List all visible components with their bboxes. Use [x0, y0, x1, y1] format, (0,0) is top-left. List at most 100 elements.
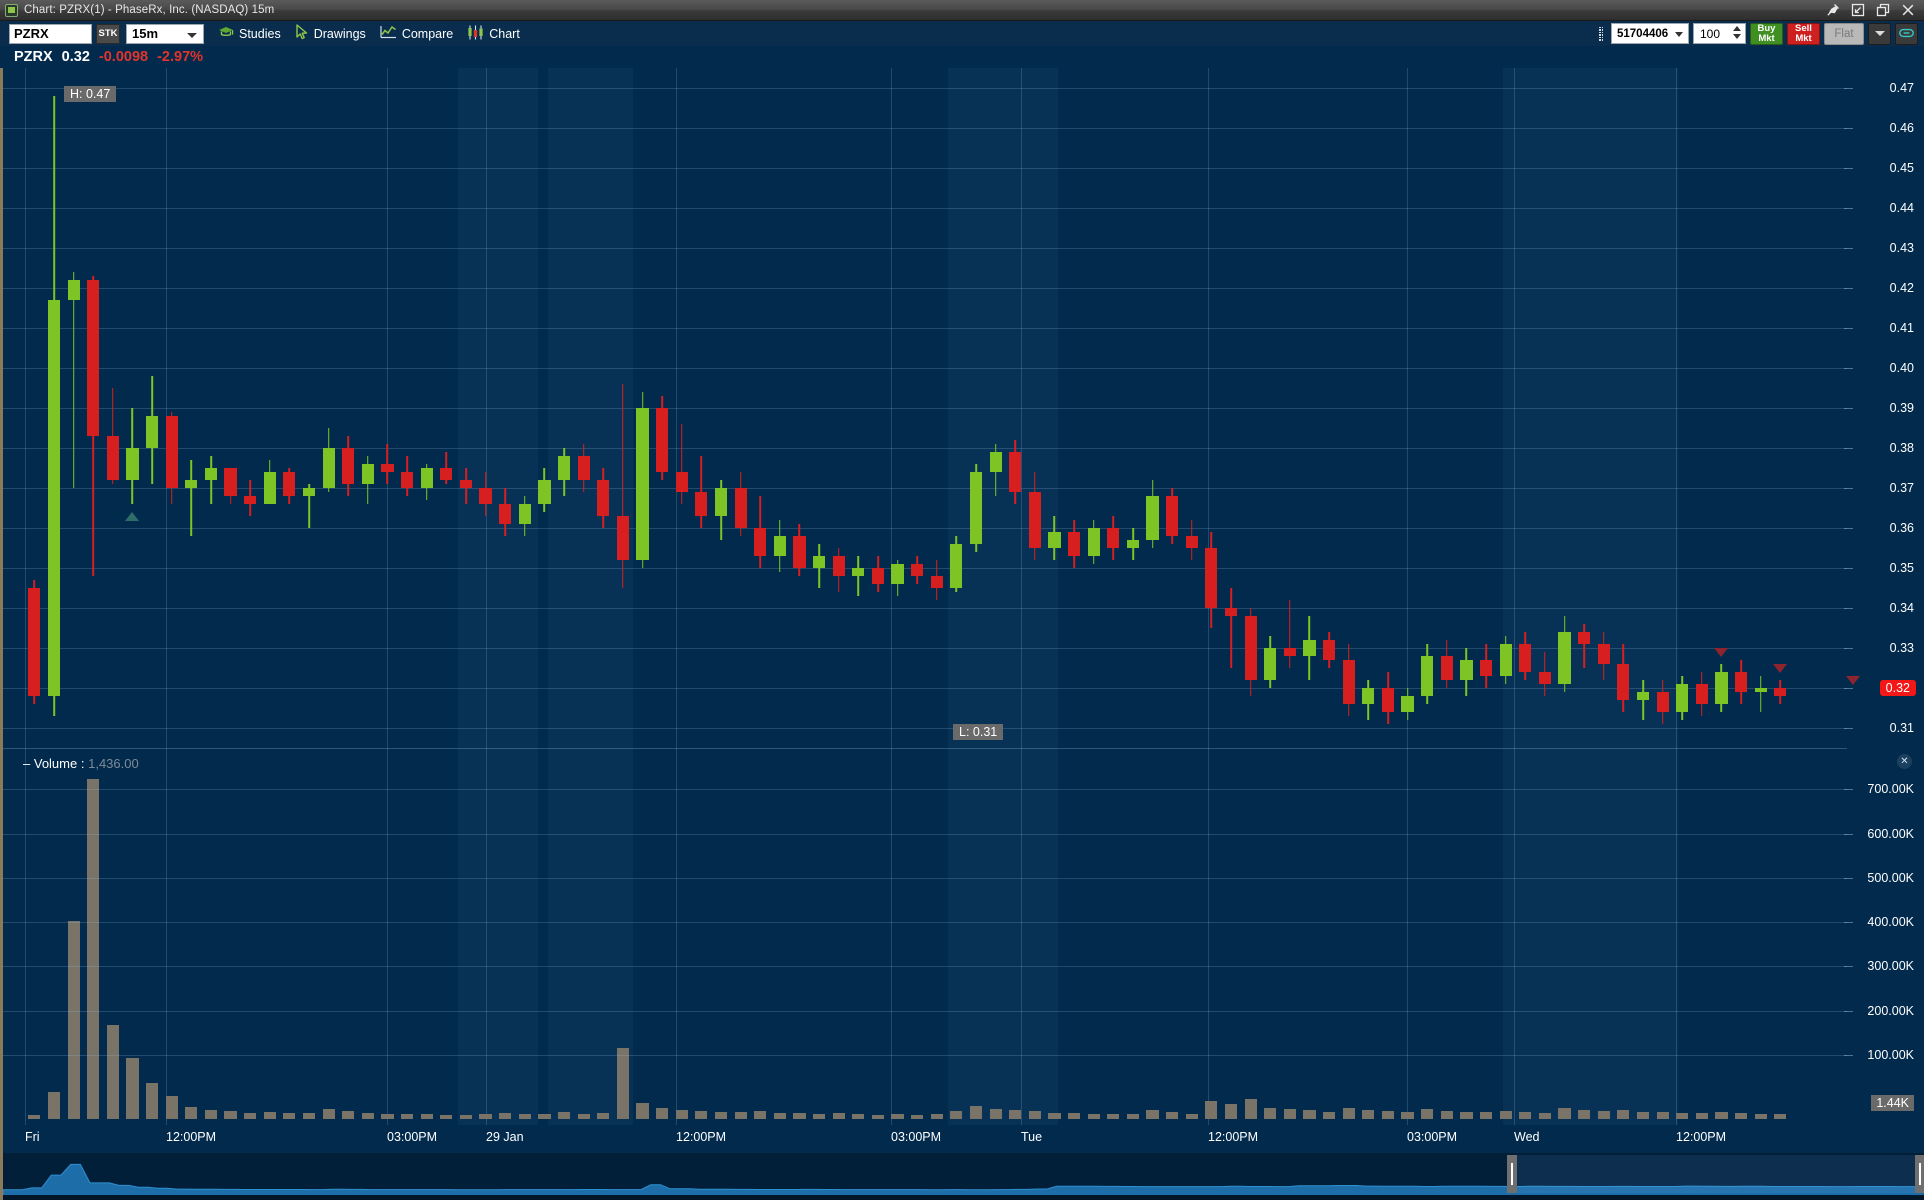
- navigator-selection-window[interactable]: [1507, 1155, 1924, 1193]
- spinner-up-icon[interactable]: [1733, 26, 1741, 31]
- volume-bar: [459, 1114, 473, 1119]
- candlestick: [1460, 68, 1473, 748]
- candlestick: [1597, 68, 1610, 748]
- candle-body: [401, 472, 414, 488]
- volume-bar: [244, 1112, 257, 1119]
- candle-wick: [680, 424, 683, 504]
- candle-body: [1303, 640, 1316, 656]
- gridline: [3, 448, 1847, 449]
- candlestick: [126, 68, 139, 748]
- gridline: [3, 368, 1847, 369]
- close-icon[interactable]: [1901, 3, 1915, 17]
- candle-body: [1421, 656, 1434, 696]
- drawings-button[interactable]: Drawings: [295, 24, 366, 43]
- studies-button[interactable]: Studies: [218, 25, 281, 42]
- volume-bar: [1185, 1113, 1198, 1119]
- candle-body: [106, 436, 119, 480]
- security-type-badge[interactable]: STK: [96, 23, 120, 44]
- quantity-stepper[interactable]: 100: [1693, 23, 1746, 44]
- navigator-left-handle[interactable]: [1507, 1155, 1517, 1193]
- candlestick: [1578, 68, 1591, 748]
- restore-icon[interactable]: [1876, 3, 1890, 17]
- volume-axis-label: 100.00K: [1867, 1047, 1914, 1062]
- gridline: [891, 748, 892, 1125]
- candle-body: [1323, 640, 1336, 660]
- axis-tick: [1844, 488, 1853, 489]
- popout-icon[interactable]: [1851, 3, 1865, 17]
- window-link-button[interactable]: [1895, 22, 1918, 45]
- price-axis[interactable]: 0.47 0.46 0.45 0.44 0.43 0.42 0.41 0.40 0.39 0.38…: [1844, 68, 1924, 1125]
- gridline: [676, 748, 677, 1125]
- symbol-input[interactable]: [9, 23, 92, 44]
- pin-icon[interactable]: [1826, 3, 1840, 17]
- price-pane[interactable]: H: 0.47 L: 0.31: [3, 68, 1847, 748]
- candle-body: [911, 564, 924, 576]
- volume-bar: [146, 1082, 159, 1119]
- chart-type-button[interactable]: Chart: [467, 25, 520, 43]
- spinner-down-icon[interactable]: [1733, 34, 1741, 39]
- chart-canvas[interactable]: H: 0.47 L: 0.31 0.47 0.46 0.45 0.44 0.43 0.42 0…: [0, 68, 1924, 1125]
- candlestick: [361, 68, 374, 748]
- candlestick: [1107, 68, 1120, 748]
- gridline: [1407, 748, 1408, 1125]
- quote-change-percent: -2.97%: [157, 49, 204, 65]
- chart-plot[interactable]: H: 0.47 L: 0.31 0.47 0.46 0.45 0.44 0.43 0.42 0…: [3, 68, 1924, 1125]
- axis-tick: [1844, 833, 1853, 835]
- volume-bar: [1068, 1113, 1081, 1119]
- volume-bar: [1048, 1112, 1061, 1119]
- chart-type-label: Chart: [489, 27, 520, 41]
- axis-tick: [1844, 88, 1853, 89]
- candlestick: [969, 68, 983, 748]
- volume-bar: [1381, 1111, 1395, 1119]
- volume-axis-label: 300.00K: [1867, 959, 1914, 974]
- time-axis[interactable]: Fri 12:00PM 03:00PM 29 Jan 12:00PM 03:00PM Tue…: [0, 1125, 1924, 1153]
- volume-bar: [401, 1114, 414, 1119]
- quantity-spinner[interactable]: [1727, 26, 1741, 39]
- volume-bar: [656, 1108, 669, 1119]
- gridline: [1514, 68, 1515, 748]
- buy-market-button[interactable]: Buy Mkt: [1750, 22, 1783, 45]
- axis-tick: [1844, 966, 1853, 968]
- volume-bar: [1087, 1113, 1100, 1119]
- toolbar-drag-grip[interactable]: [1599, 24, 1603, 43]
- volume-bar: [283, 1112, 296, 1119]
- volume-close-icon[interactable]: ✕: [1897, 754, 1912, 769]
- session-band: [1598, 748, 1678, 1125]
- candle-body: [1264, 648, 1277, 680]
- account-select[interactable]: 51704406: [1611, 23, 1689, 44]
- time-axis-label: Tue: [1021, 1130, 1043, 1144]
- gridline: [3, 922, 1847, 924]
- chart-navigator[interactable]: [0, 1153, 1924, 1200]
- session-band: [1503, 748, 1598, 1125]
- candlestick: [754, 68, 767, 748]
- candle-wick: [190, 460, 193, 536]
- volume-value: 1,436.00: [88, 756, 139, 771]
- quote-symbol: PZRX: [14, 49, 53, 65]
- sell-market-button[interactable]: Sell Mkt: [1787, 22, 1820, 45]
- gridline: [3, 168, 1847, 169]
- volume-bar: [812, 1113, 826, 1119]
- chevron-down-icon: [187, 32, 197, 38]
- volume-bar: [950, 1111, 963, 1119]
- gridline: [3, 966, 1847, 968]
- compare-button[interactable]: Compare: [380, 25, 453, 42]
- candlestick: [714, 68, 728, 748]
- gridline: [486, 68, 487, 748]
- candle-body: [1009, 452, 1022, 492]
- candle-body: [1244, 616, 1257, 680]
- navigator-right-handle[interactable]: [1915, 1155, 1924, 1193]
- candlestick: [518, 68, 531, 748]
- candlestick: [852, 68, 865, 748]
- volume-bar: [1303, 1110, 1316, 1119]
- candlestick: [1734, 68, 1748, 748]
- candlestick: [656, 68, 669, 748]
- candlestick: [1224, 68, 1238, 748]
- candle-body: [1715, 672, 1728, 704]
- flatten-button[interactable]: Flat: [1824, 22, 1864, 45]
- timeframe-select[interactable]: 15m: [126, 23, 204, 44]
- volume-bar: [47, 1091, 61, 1119]
- volume-pane[interactable]: [3, 748, 1847, 1125]
- gridline: [1208, 68, 1209, 748]
- chart-candles-icon: [467, 25, 484, 43]
- order-options-dropdown[interactable]: [1868, 22, 1891, 45]
